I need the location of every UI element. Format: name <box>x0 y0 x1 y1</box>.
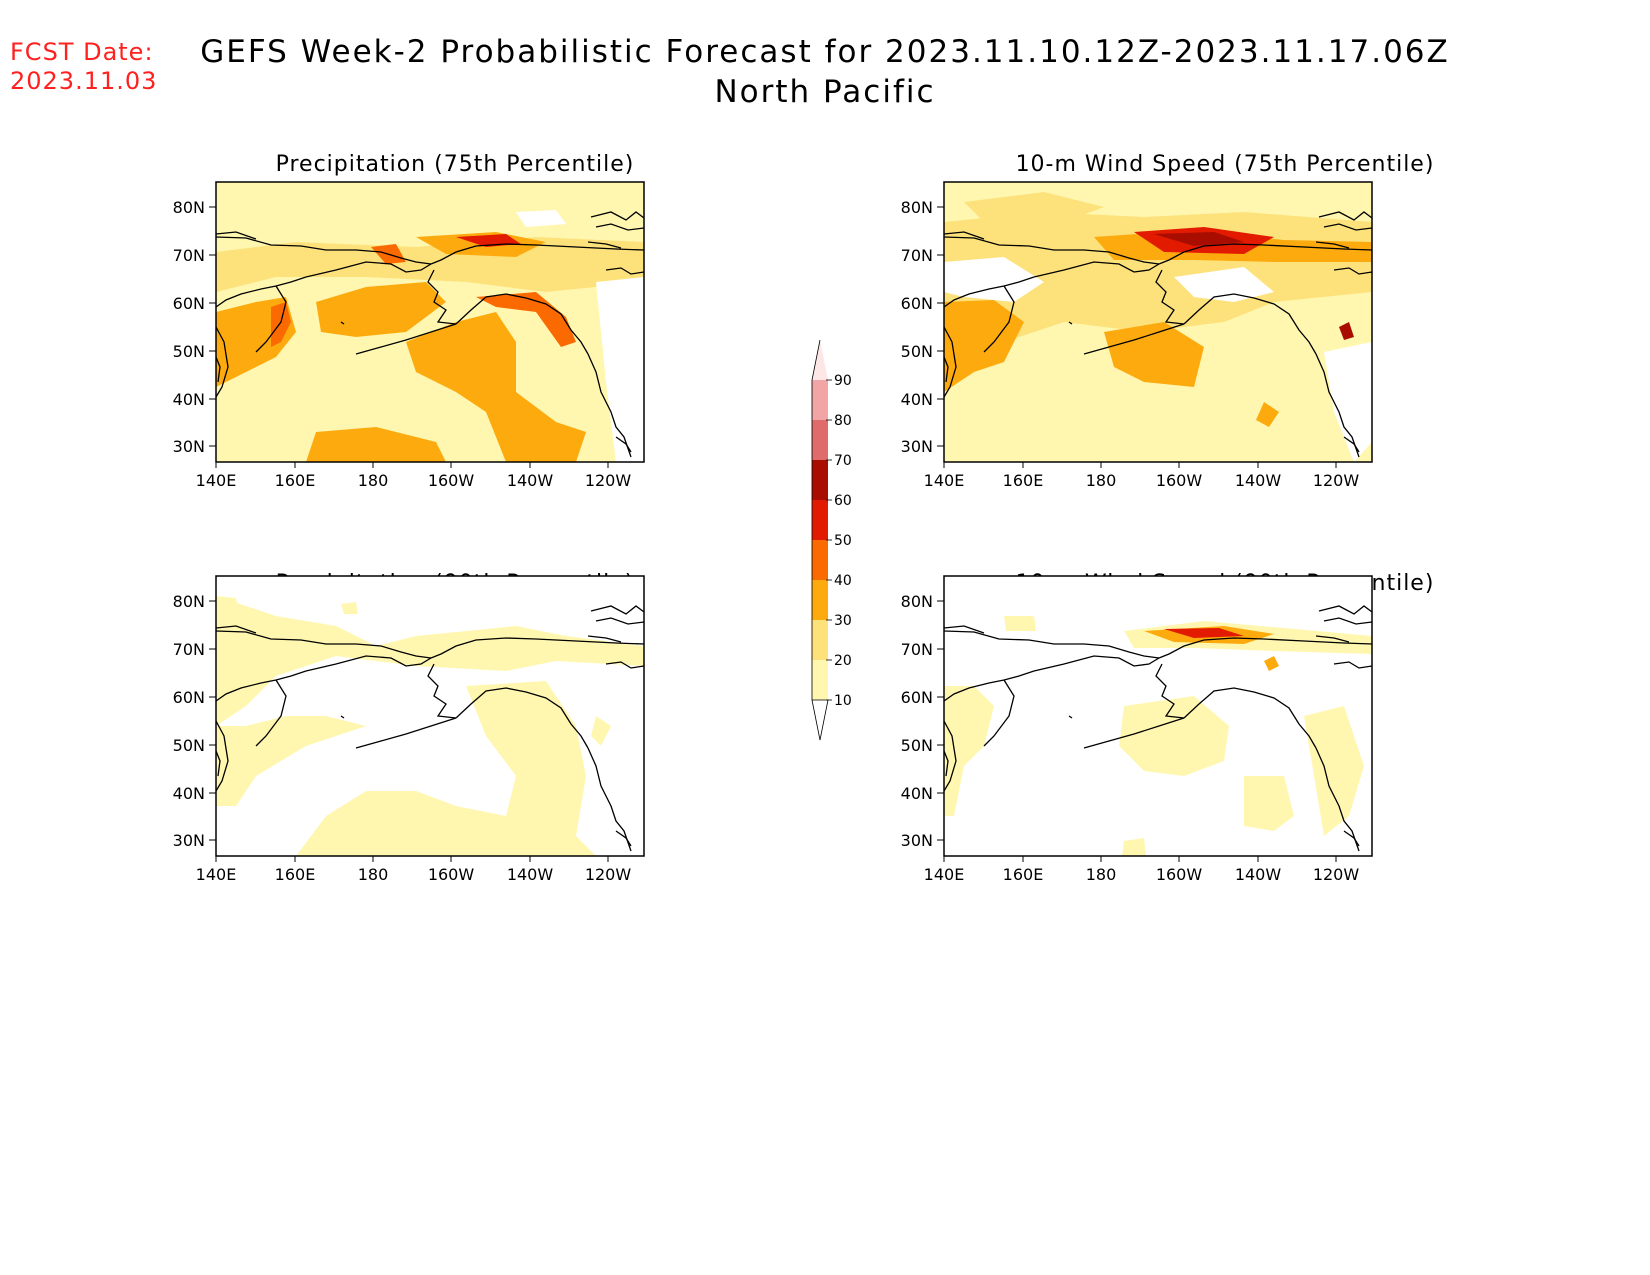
lat-tick-label: 80N <box>901 198 933 217</box>
figure-title-line1: GEFS Week-2 Probabilistic Forecast for 2… <box>200 34 1450 70</box>
lon-tick-label: 140E <box>196 471 237 490</box>
lat-tick-label: 30N <box>901 831 933 850</box>
colorbar: 10 20 30 40 50 60 70 80 90 <box>811 339 852 741</box>
colorbar-label: 40 <box>834 573 852 589</box>
lat-tick-label: 40N <box>901 784 933 803</box>
lon-tick-label: 140W <box>1235 865 1282 884</box>
lat-tick-label: 80N <box>901 592 933 611</box>
lat-tick-label: 60N <box>173 688 205 707</box>
lat-tick-label: 60N <box>901 688 933 707</box>
colorbar-swatch <box>812 540 828 580</box>
figure-title: GEFS Week-2 Probabilistic Forecast for 2… <box>0 32 1650 112</box>
lat-tick-label: 70N <box>173 246 205 265</box>
lat-tick-label: 80N <box>173 592 205 611</box>
lon-tick-label: 120W <box>1313 471 1360 490</box>
colorbar-label: 30 <box>834 613 852 629</box>
forecast-date-value: 2023.11.03 <box>10 67 158 95</box>
lon-tick-label: 180 <box>1086 865 1117 884</box>
map-panel-wind-90 <box>943 575 1373 857</box>
forecast-date-block: FCST Date: 2023.11.03 <box>10 38 157 96</box>
colorbar-swatch <box>812 460 828 500</box>
colorbar-swatch <box>812 580 828 620</box>
lat-tick-label: 50N <box>173 736 205 755</box>
panel-title-wind-75: 10-m Wind Speed (75th Percentile) <box>1015 152 1435 177</box>
lat-tick-label: 30N <box>173 831 205 850</box>
lon-tick-label: 140W <box>1235 471 1282 490</box>
colorbar-swatch <box>812 380 828 420</box>
lat-tick-label: 40N <box>901 390 933 409</box>
lon-tick-label: 160W <box>428 865 475 884</box>
lat-tick-label: 70N <box>901 640 933 659</box>
colorbar-label: 70 <box>834 453 852 469</box>
lat-tick-label: 60N <box>901 294 933 313</box>
lon-tick-label: 160E <box>275 471 316 490</box>
lat-tick-label: 70N <box>173 640 205 659</box>
lon-tick-label: 160E <box>275 865 316 884</box>
lat-tick-label: 80N <box>173 198 205 217</box>
lat-tick-label: 50N <box>901 736 933 755</box>
lat-tick-label: 60N <box>173 294 205 313</box>
lon-tick-label: 140E <box>196 865 237 884</box>
map-panel-precip-75 <box>215 181 645 463</box>
lon-tick-label: 160E <box>1003 865 1044 884</box>
lon-tick-label: 160E <box>1003 471 1044 490</box>
forecast-date-label: FCST Date: <box>10 38 154 66</box>
colorbar-label: 60 <box>834 493 852 509</box>
colorbar-label: 90 <box>834 373 852 389</box>
colorbar-swatch <box>812 620 828 660</box>
lat-tick-label: 40N <box>173 784 205 803</box>
lon-tick-label: 120W <box>1313 865 1360 884</box>
colorbar-label: 80 <box>834 413 852 429</box>
lat-tick-label: 40N <box>173 390 205 409</box>
map-panel-precip-90 <box>215 575 645 857</box>
lon-tick-label: 120W <box>585 865 632 884</box>
lat-tick-label: 30N <box>901 437 933 456</box>
lon-tick-label: 180 <box>358 471 389 490</box>
lon-tick-label: 140E <box>924 471 965 490</box>
lon-tick-label: 180 <box>358 865 389 884</box>
map-panel-wind-75 <box>943 181 1373 463</box>
lon-tick-label: 140W <box>507 471 554 490</box>
lon-tick-label: 140E <box>924 865 965 884</box>
colorbar-swatch <box>812 660 828 700</box>
colorbar-swatch <box>812 420 828 460</box>
figure-title-line2: North Pacific <box>714 74 936 110</box>
lat-tick-label: 50N <box>901 342 933 361</box>
lat-tick-label: 50N <box>173 342 205 361</box>
lon-tick-label: 160W <box>428 471 475 490</box>
lat-tick-label: 70N <box>901 246 933 265</box>
colorbar-label: 50 <box>834 533 852 549</box>
colorbar-label: 20 <box>834 653 852 669</box>
lon-tick-label: 180 <box>1086 471 1117 490</box>
axes-layer: 80N 70N 60N 50N 40N 30N 140E 160E 180 160W 140W 120… <box>173 198 1360 884</box>
lat-tick-label: 30N <box>173 437 205 456</box>
panel-title-precip-75: Precipitation (75th Percentile) <box>275 152 635 177</box>
lon-tick-label: 160W <box>1156 471 1203 490</box>
lon-tick-label: 160W <box>1156 865 1203 884</box>
colorbar-label: 10 <box>834 693 852 709</box>
colorbar-swatch <box>812 340 828 380</box>
colorbar-swatch <box>812 500 828 540</box>
lon-tick-label: 120W <box>585 471 632 490</box>
lon-tick-label: 140W <box>507 865 554 884</box>
